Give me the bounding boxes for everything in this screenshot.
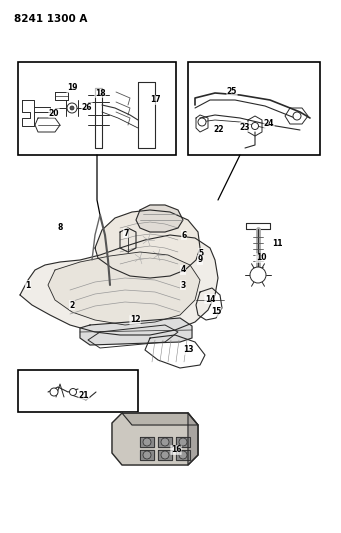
- Text: 18: 18: [95, 88, 105, 98]
- Polygon shape: [140, 437, 154, 447]
- Circle shape: [198, 118, 206, 126]
- Circle shape: [67, 103, 77, 113]
- Text: 9: 9: [197, 255, 203, 264]
- Bar: [18, 370, 138, 412]
- Text: 8: 8: [57, 223, 63, 232]
- Bar: [188, 62, 320, 155]
- Polygon shape: [140, 450, 154, 460]
- Circle shape: [161, 451, 169, 459]
- Text: 16: 16: [171, 446, 181, 455]
- Polygon shape: [80, 318, 192, 345]
- Text: 8241 1300 A: 8241 1300 A: [14, 14, 87, 24]
- Text: 14: 14: [205, 295, 215, 303]
- Circle shape: [143, 438, 151, 446]
- Polygon shape: [122, 413, 198, 425]
- Text: 7: 7: [123, 229, 129, 238]
- Polygon shape: [95, 210, 200, 278]
- Text: 25: 25: [227, 87, 237, 96]
- Circle shape: [179, 438, 187, 446]
- Text: 6: 6: [181, 230, 187, 239]
- Text: 2: 2: [69, 301, 75, 310]
- Circle shape: [70, 106, 74, 110]
- Circle shape: [250, 267, 266, 283]
- Circle shape: [161, 438, 169, 446]
- Text: 3: 3: [180, 280, 186, 289]
- Text: 19: 19: [67, 84, 77, 93]
- Circle shape: [143, 451, 151, 459]
- Text: 15: 15: [211, 308, 221, 317]
- Text: 21: 21: [79, 391, 89, 400]
- Text: 26: 26: [82, 102, 92, 111]
- Bar: [18, 62, 176, 155]
- Text: 23: 23: [240, 123, 250, 132]
- Text: 10: 10: [256, 254, 266, 262]
- Polygon shape: [188, 413, 198, 465]
- Polygon shape: [136, 205, 183, 232]
- Circle shape: [179, 451, 187, 459]
- Text: 24: 24: [264, 119, 274, 128]
- Text: 22: 22: [214, 125, 224, 134]
- Circle shape: [70, 389, 76, 395]
- Polygon shape: [176, 450, 190, 460]
- Text: 13: 13: [183, 345, 193, 354]
- Circle shape: [252, 123, 258, 130]
- Text: 11: 11: [272, 238, 282, 247]
- Polygon shape: [20, 235, 218, 335]
- Polygon shape: [158, 437, 172, 447]
- Text: 4: 4: [180, 265, 186, 274]
- Polygon shape: [48, 252, 200, 325]
- Text: 1: 1: [25, 280, 31, 289]
- Polygon shape: [176, 437, 190, 447]
- Text: 20: 20: [49, 109, 59, 117]
- Text: 17: 17: [150, 95, 160, 104]
- Circle shape: [50, 388, 58, 396]
- Text: 5: 5: [198, 248, 204, 257]
- Polygon shape: [112, 413, 198, 465]
- Circle shape: [293, 112, 301, 120]
- Text: 12: 12: [130, 316, 140, 325]
- Polygon shape: [158, 450, 172, 460]
